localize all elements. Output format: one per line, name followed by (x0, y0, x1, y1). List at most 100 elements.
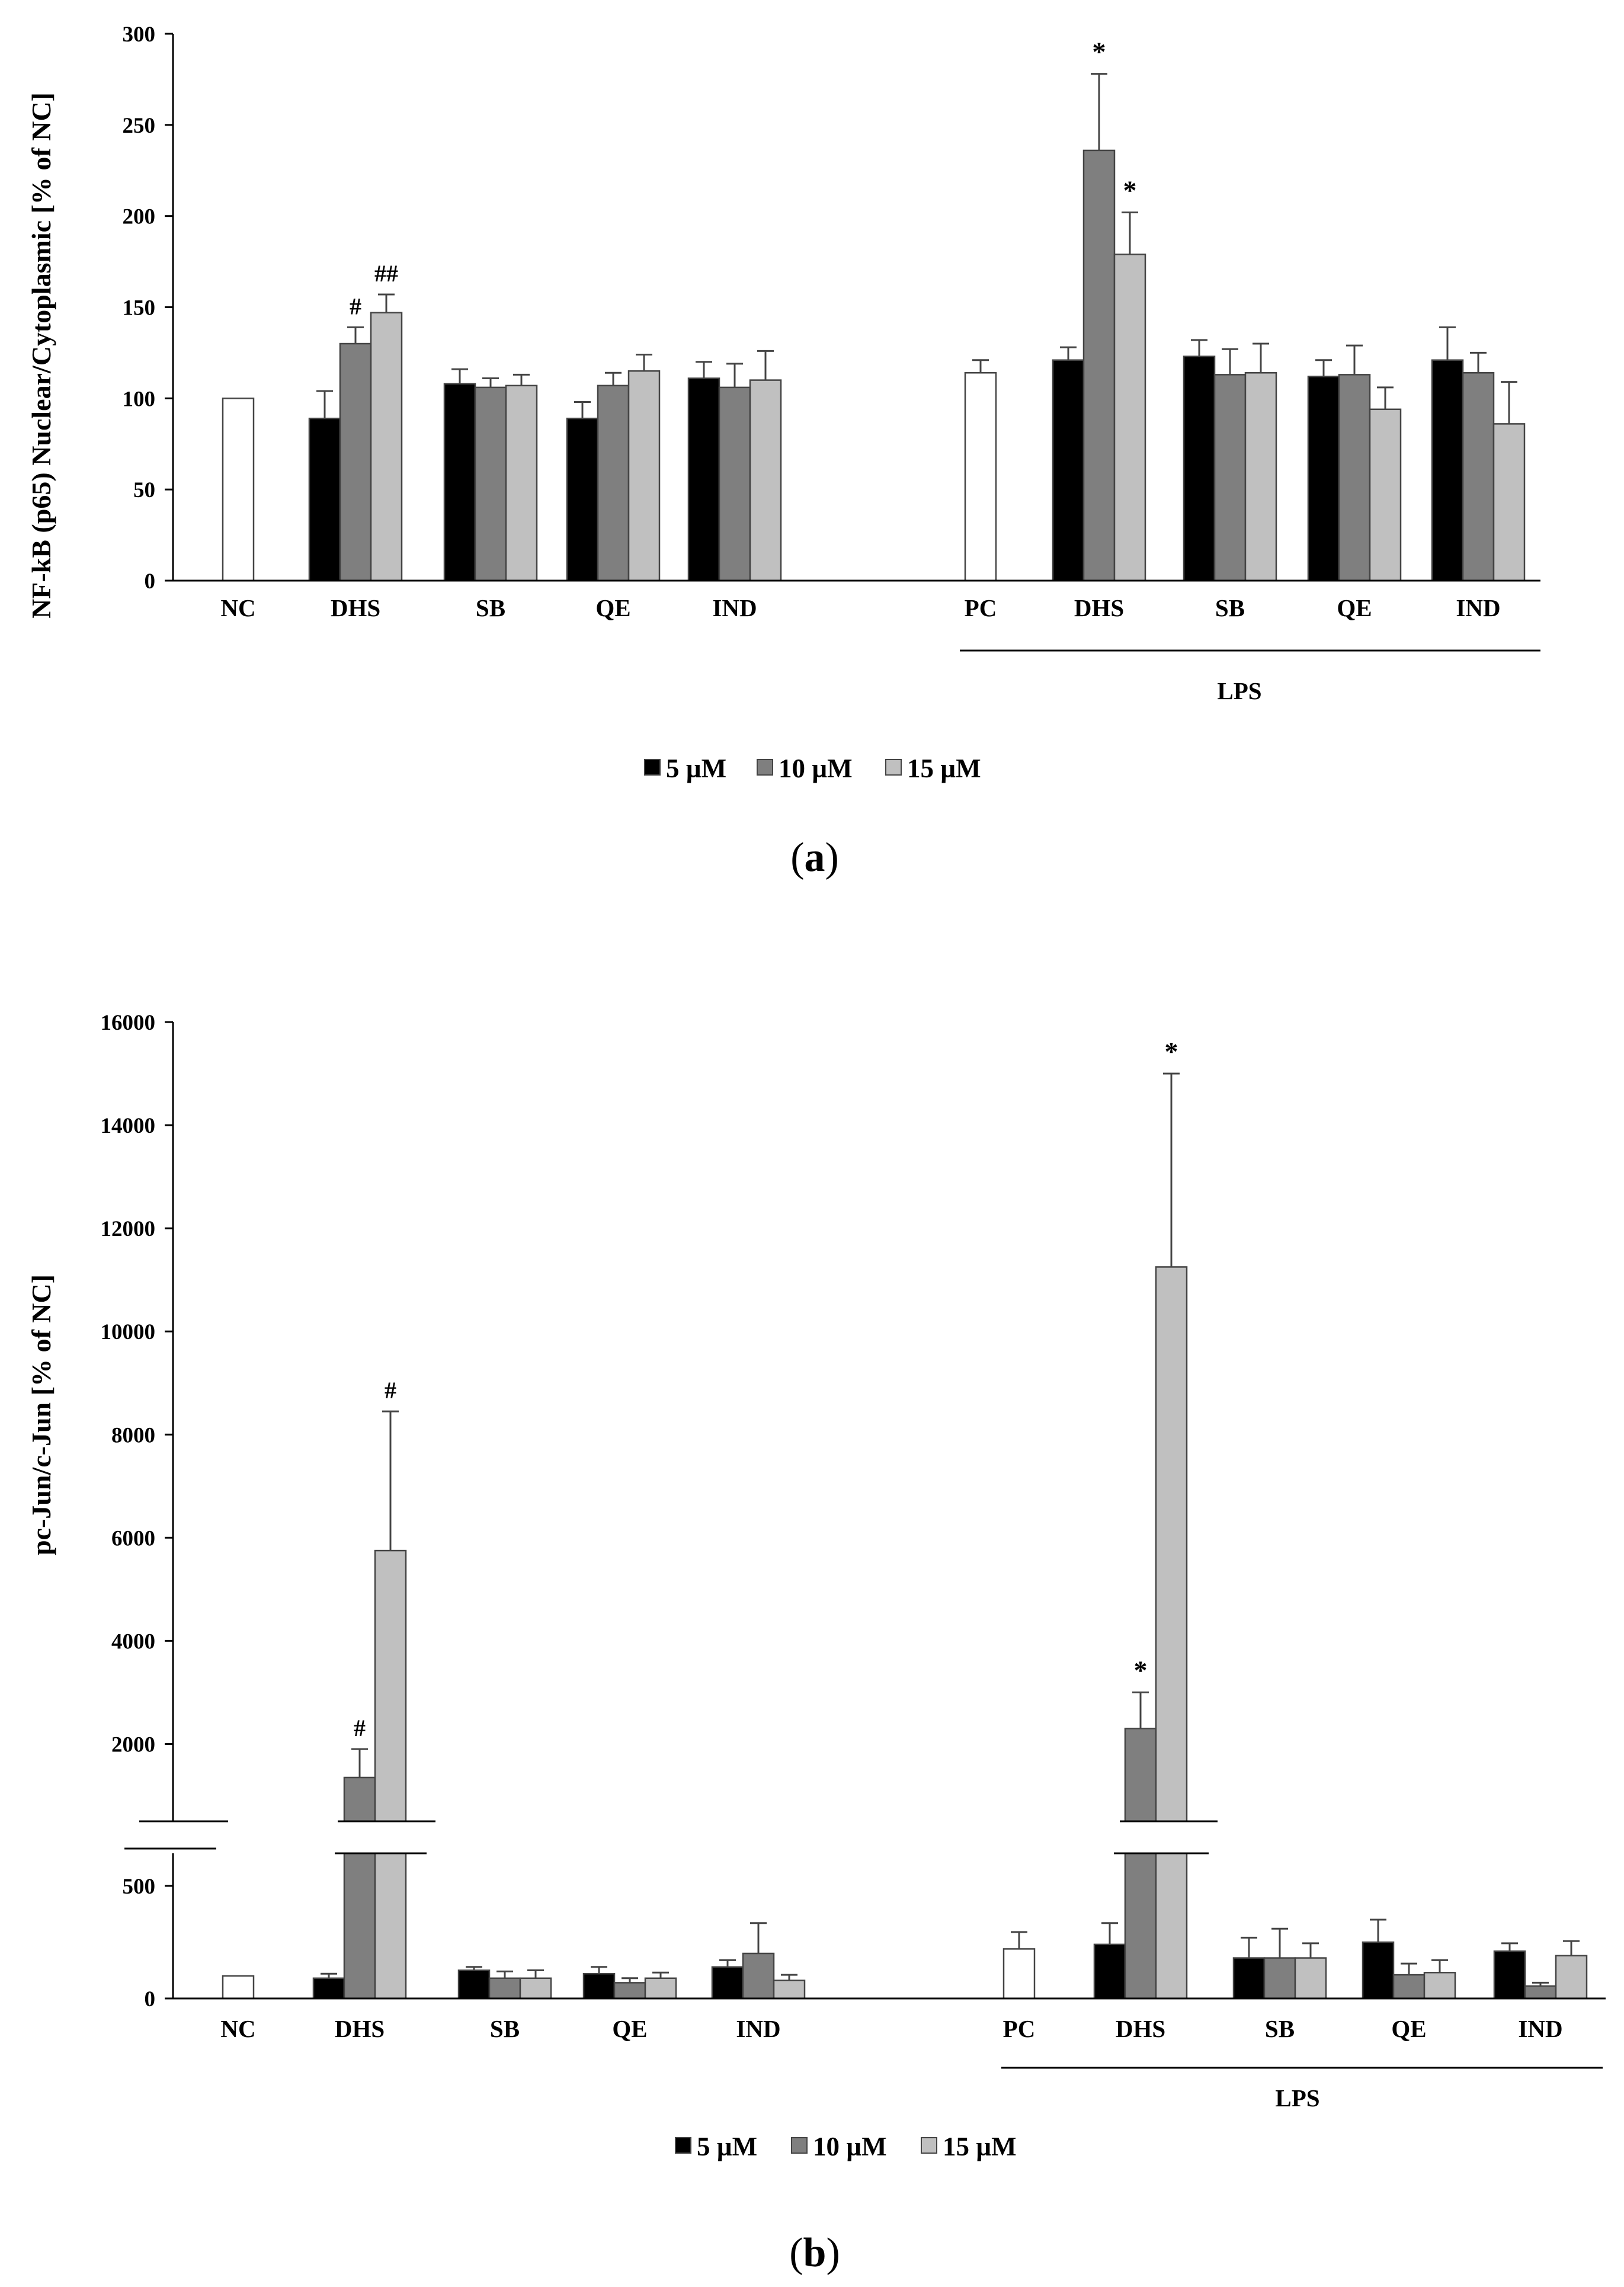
panel-b-ytick-label: 0 (145, 1987, 156, 2011)
panel-b-bar-qe-dose_15 (1423, 1972, 1456, 2000)
panel-b-bar-qe-dose_15 (644, 1977, 677, 2000)
panel-a-bar-ind-dose_15 (749, 379, 782, 582)
panel-a-bar-sb-dose_10 (1213, 374, 1247, 582)
panel-a-bar-sb-dose_10 (474, 386, 507, 582)
panel-a-bar-dhs-dose_5 (308, 417, 341, 582)
panel-b-bar-dhs-dose_10-upper (1124, 1728, 1157, 1822)
panel-a-category-label: DHS (331, 594, 380, 622)
panel-b-bar-dhs-dose_5 (1093, 1943, 1126, 2000)
legend-15um-swatch (921, 2137, 937, 2154)
legend-10um-swatch (757, 759, 773, 776)
panel-a-category-label: PC (965, 594, 997, 622)
panel-a-significance-mark: * (1093, 37, 1106, 67)
panel-b-ytick-label: 10000 (101, 1320, 156, 1344)
panel-b-ylabel: pc-Jun/c-Jun [% of NC] (26, 1274, 56, 1555)
panel-a-bar-ind-dose_5 (1431, 359, 1464, 582)
panel-a-bar-dhs-dose_15 (1113, 254, 1146, 582)
legend-5um-label: 5 µM (666, 754, 726, 783)
legend-15um-swatch (885, 759, 902, 776)
panel-a-bar-dhs-dose_15 (370, 312, 403, 582)
panel-b-ytick-label: 16000 (101, 1011, 156, 1035)
panel-b-ytick-label: 8000 (111, 1423, 155, 1447)
panel-b-bar-ind-dose_5 (711, 1966, 744, 2000)
panel-b-bar-dhs-dose_15-lower (374, 1852, 407, 2000)
panel-b-category-label: NC (220, 2015, 255, 2042)
panel-b-legend: 5 µM 10 µM 15 µM (675, 2132, 1017, 2161)
panel-a-ytick-label: 50 (133, 478, 155, 502)
panel-a-bar-qe-dose_15 (627, 370, 661, 582)
panel-a-bar-nc-control (222, 398, 255, 582)
panel-a-category-label: NC (220, 594, 255, 622)
panel-b-axis-break (124, 1820, 1218, 1854)
panel-a-category-label: SB (1215, 594, 1245, 622)
panel-b-bar-sb-dose_15 (1294, 1957, 1327, 2000)
panel-b-ytick-label: 12000 (101, 1217, 156, 1241)
panel-b-significance-mark: * (1165, 1036, 1178, 1066)
panel-b-bar-dhs-dose_10-upper (343, 1776, 376, 1822)
legend-10um-label: 10 µM (779, 754, 853, 783)
panel-a-lps-label: LPS (1217, 677, 1261, 704)
panel-b-ytick-label: 6000 (111, 1526, 155, 1551)
panel-a-bar-pc-control (964, 372, 997, 582)
legend-10um-label: 10 µM (813, 2132, 887, 2161)
panel-a-chart: NF-kB (p65) Nuclear/Cytoplasmic [% of NC… (26, 23, 1540, 880)
panel-b-ytick-label: 2000 (111, 1732, 155, 1757)
panel-a-bar-dhs-dose_10 (1082, 149, 1116, 582)
panel-a-caption: (a) (790, 835, 839, 880)
panel-b-bar-ind-dose_5 (1493, 1950, 1526, 2000)
panel-b-ytick-label: 500 (123, 1875, 156, 1899)
panel-b-ytick-label: 4000 (111, 1629, 155, 1654)
panel-a-caption-letter: a (805, 835, 825, 880)
panel-b-bar-qe-dose_5 (1362, 1941, 1395, 2000)
panel-b-bar-sb-dose_5 (457, 1969, 491, 2000)
panel-a-ytick-label: 200 (123, 205, 156, 229)
panel-a-category-label: SB (476, 594, 505, 622)
panel-a-category-label: IND (712, 594, 757, 622)
panel-a-bar-sb-dose_15 (505, 385, 538, 582)
panel-b-bar-sb-dose_10 (488, 1977, 521, 2000)
panel-a-ylabel: NF-kB (p65) Nuclear/Cytoplasmic [% of NC… (26, 92, 56, 619)
panel-b-significance-mark: * (1134, 1655, 1148, 1685)
panel-b-category-label: QE (1391, 2015, 1426, 2042)
panel-b-category-label: DHS (1116, 2015, 1165, 2042)
panel-a-bar-sb-dose_15 (1244, 372, 1277, 582)
panel-b-bar-sb-dose_10 (1263, 1957, 1296, 2000)
legend-5um-swatch (675, 2137, 691, 2154)
panel-b-caption-letter: b (803, 2230, 827, 2276)
panel-a-ytick-label: 250 (123, 114, 156, 138)
panel-a-bar-dhs-dose_5 (1052, 359, 1085, 582)
panel-a-bar-sb-dose_5 (1183, 355, 1216, 582)
panel-b-category-label: IND (736, 2015, 780, 2042)
legend-5um-swatch (644, 759, 661, 776)
panel-b-significance-mark: # (385, 1377, 396, 1404)
panel-a-bar-ind-dose_10 (1462, 372, 1495, 582)
panel-b-category-label: SB (1265, 2015, 1295, 2042)
panel-a-bar-ind-dose_15 (1492, 423, 1526, 582)
panel-b-bar-sb-dose_15 (519, 1977, 552, 2000)
panel-b-bar-dhs-dose_15-upper (374, 1549, 407, 1822)
panel-b-bar-qe-dose_10 (1392, 1974, 1426, 2000)
panel-b-caption: (b) (789, 2230, 840, 2276)
panel-a-bar-dhs-dose_10 (339, 342, 372, 582)
panel-a-ytick-label: 150 (123, 296, 156, 321)
panel-a-legend: 5 µM 10 µM 15 µM (644, 754, 981, 783)
panel-a-bar-qe-dose_10 (1338, 374, 1371, 582)
panel-b-category-label: DHS (335, 2015, 385, 2042)
legend-15um-label: 15 µM (943, 2132, 1017, 2161)
legend-10um-swatch (791, 2137, 808, 2154)
panel-a-ytick-label: 100 (123, 387, 156, 411)
panel-b-significance-mark: # (354, 1715, 366, 1741)
panel-b-bar-ind-dose_15 (773, 1979, 806, 2000)
legend-5um-label: 5 µM (697, 2132, 757, 2161)
panel-b-bar-nc-control (222, 1975, 255, 2000)
panel-a-bar-sb-dose_5 (443, 383, 476, 582)
panel-b-bar-dhs-dose_10-lower (343, 1852, 376, 2000)
panel-b-category-label: IND (1518, 2015, 1562, 2042)
panel-b-bar-pc-control (1002, 1948, 1036, 2000)
panel-b-chart: pc-Jun/c-Jun [% of NC] 0 500 2000 4000 6000 8… (26, 1011, 1606, 2276)
panel-b-ytick-label: 14000 (101, 1114, 156, 1138)
panel-b-bar-dhs-dose_10-lower (1124, 1852, 1157, 2000)
panel-a-significance-mark: ## (374, 260, 398, 287)
panel-a-bar-qe-dose_5 (566, 417, 599, 582)
